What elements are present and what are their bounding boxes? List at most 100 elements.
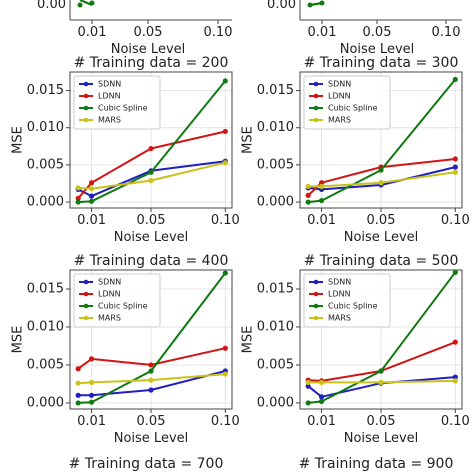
legend-label: LDNN — [328, 290, 351, 299]
data-point — [88, 379, 95, 386]
partial-top-row: 0.00 0.01 0.05 0.10 Noise Level 0.00 0.0… — [37, 0, 462, 57]
legend-label: Cubic Spline — [328, 104, 378, 113]
data-point — [222, 371, 228, 377]
series-line — [78, 370, 226, 397]
data-point — [148, 387, 154, 393]
y-axis-label: MSE — [241, 326, 256, 354]
legend-marker — [83, 93, 89, 99]
data-point — [148, 169, 154, 175]
legend-box — [303, 273, 391, 328]
data-point — [378, 368, 384, 374]
series-line — [78, 272, 227, 404]
x-tick-label: 0.01 — [77, 213, 106, 228]
legend-label: MARS — [98, 116, 121, 125]
y-axis-label: MSE — [11, 326, 26, 354]
legend-label: SDNN — [98, 80, 121, 89]
series-line — [308, 379, 456, 384]
legend-marker — [83, 279, 89, 285]
chart-panel: 0.000 0.005 0.010 0.015 0.01 0.05 0.10 # Traini… — [241, 55, 470, 245]
legend-label: Cubic Spline — [98, 104, 148, 113]
legend-label: SDNN — [328, 80, 351, 89]
x-tick-label: 0.05 — [367, 213, 396, 228]
legend-label: Cubic Spline — [328, 302, 378, 311]
legend-marker — [313, 117, 319, 123]
data-point — [222, 345, 228, 351]
data-point — [75, 392, 81, 398]
legend-label: LDNN — [328, 92, 351, 101]
series-line — [308, 341, 456, 382]
legend-marker — [313, 81, 319, 87]
legend-label: MARS — [328, 116, 351, 125]
data-point — [378, 180, 384, 186]
legend: SDNN LDNN Cubic Spline MARS — [73, 273, 161, 328]
data-point — [318, 183, 325, 190]
x-tick-label: 0.01 — [77, 414, 106, 429]
y-tick-label: 0.015 — [257, 281, 294, 296]
data-point — [88, 198, 95, 204]
data-point — [452, 76, 458, 83]
data-point — [452, 374, 458, 380]
y-tick-label: 0.005 — [257, 357, 294, 372]
legend-marker — [313, 93, 319, 99]
series-line — [77, 347, 226, 370]
data-point — [452, 378, 458, 384]
x-tick-label: 0.10 — [441, 414, 470, 429]
chart-panels: 0.000 0.005 0.010 0.015 0.01 0.05 0.10 # Traini… — [11, 55, 470, 446]
x-tick-label: 0.05 — [137, 414, 166, 429]
legend-marker — [313, 279, 319, 285]
data-point — [305, 379, 311, 386]
data-point — [75, 366, 81, 372]
y-tick-label: 0.000 — [257, 395, 294, 410]
x-axis-label: Noise Level — [114, 431, 189, 446]
legend-label: SDNN — [328, 278, 351, 287]
data-point — [222, 160, 228, 166]
series-line — [307, 376, 456, 398]
series-line — [308, 171, 456, 188]
data-point — [305, 199, 311, 205]
series-line — [77, 130, 226, 199]
x-tick-label: 0.10 — [211, 213, 240, 228]
data-point — [75, 195, 81, 201]
data-point — [305, 192, 311, 198]
x-tick-label: 0.10 — [441, 213, 470, 228]
data-point — [318, 197, 325, 204]
y-tick-label: 0.000 — [27, 395, 64, 410]
y-tick-label: 0.000 — [27, 195, 64, 210]
legend-marker — [83, 303, 89, 309]
x-tick-label: 0.01 — [307, 414, 336, 429]
data-point — [88, 180, 95, 186]
data-point — [148, 177, 154, 184]
partial-top-right-xlabel: Noise Level — [340, 42, 415, 57]
legend-label: LDNN — [98, 290, 121, 299]
data-point — [88, 392, 95, 398]
partial-bottom-row: # Training data = 700 # Training data = … — [69, 456, 454, 472]
series-line — [78, 80, 227, 204]
legend-marker — [83, 105, 89, 111]
partial-top-left-xtick: 0.01 — [78, 25, 107, 40]
chart-title: # Training data = 400 — [74, 253, 229, 269]
partial-top-left-panel: 0.00 0.01 0.05 0.10 Noise Level — [37, 0, 232, 57]
data-point — [88, 399, 95, 405]
partial-top-left-xtick: 0.05 — [134, 25, 163, 40]
x-axis-label: Noise Level — [114, 230, 189, 245]
data-point — [148, 362, 154, 368]
partial-top-right-ytick: 0.00 — [267, 0, 296, 12]
chart-panel: 0.000 0.005 0.010 0.015 0.01 0.05 0.10 # Traini… — [11, 253, 240, 446]
y-tick-label: 0.015 — [27, 281, 64, 296]
y-tick-label: 0.015 — [257, 83, 294, 98]
series-line — [78, 161, 226, 190]
partial-top-right-xtick: 0.05 — [363, 25, 392, 40]
chart-title: # Training data = 500 — [304, 253, 459, 269]
partial-bottom-left-title: # Training data = 700 — [69, 456, 224, 472]
legend: SDNN LDNN Cubic Spline MARS — [73, 75, 161, 130]
legend-label: Cubic Spline — [98, 302, 148, 311]
data-point — [148, 368, 154, 374]
data-point — [88, 186, 95, 192]
chart-title: # Training data = 200 — [74, 55, 229, 71]
chart-panel: 0.000 0.005 0.010 0.015 0.01 0.05 0.10 # Traini… — [241, 253, 470, 446]
legend-box — [73, 75, 161, 130]
data-point — [452, 156, 458, 162]
y-axis-label: MSE — [241, 126, 256, 154]
legend-marker — [313, 315, 319, 321]
y-tick-label: 0.000 — [257, 195, 294, 210]
